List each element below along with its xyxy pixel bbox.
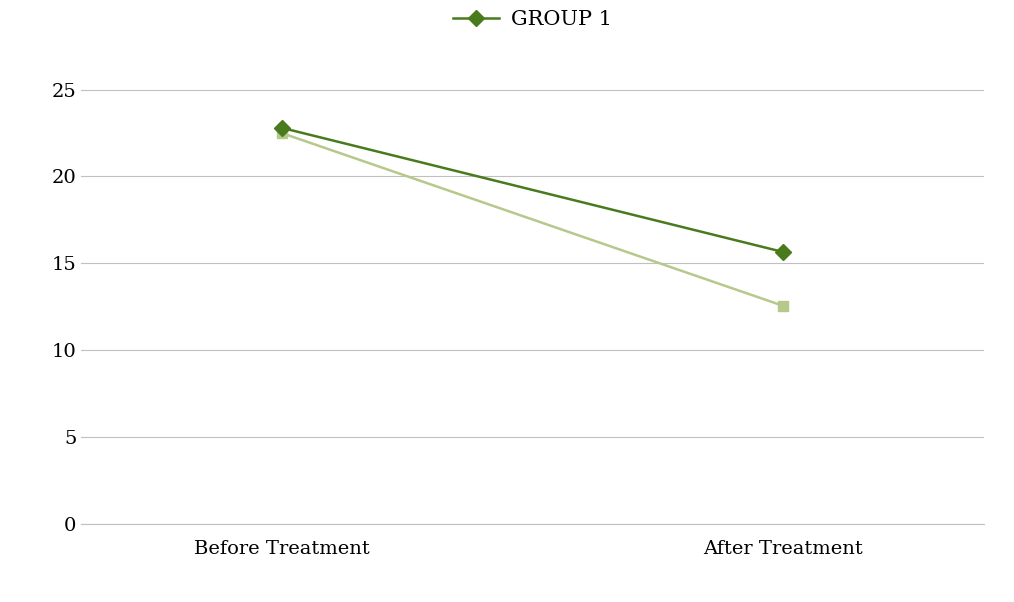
- Legend: GROUP 1: GROUP 1: [452, 10, 612, 29]
- GROUP 1: [276, 124, 288, 131]
- GROUP 1: [777, 249, 789, 256]
- Line: GROUP 1: GROUP 1: [276, 122, 789, 258]
